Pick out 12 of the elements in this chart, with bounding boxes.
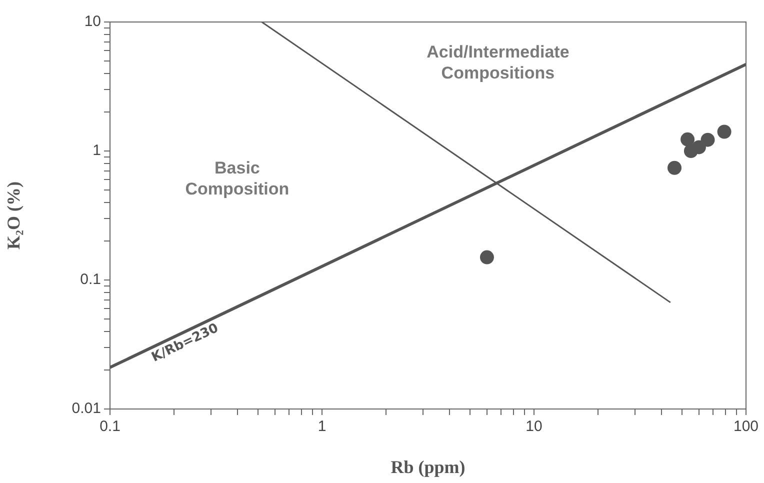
y-tick-label: 1: [92, 142, 101, 160]
y-tick-label: 0.01: [72, 400, 101, 418]
x-tick-label: 1: [318, 418, 326, 436]
x-tick-label: 10: [526, 418, 542, 436]
x-tick-label: 0.1: [100, 418, 120, 436]
y-tick-label: 0.1: [80, 271, 101, 288]
y-tick-label: 10: [84, 13, 101, 30]
annotation: Acid/Intermediate Compositions: [426, 42, 570, 83]
annotation: Basic Composition: [185, 158, 290, 199]
x-tick-label: 100: [733, 418, 759, 436]
x-axis-title: Rb (ppm): [390, 456, 466, 477]
y-axis-title: K₂O (%): [3, 182, 24, 250]
